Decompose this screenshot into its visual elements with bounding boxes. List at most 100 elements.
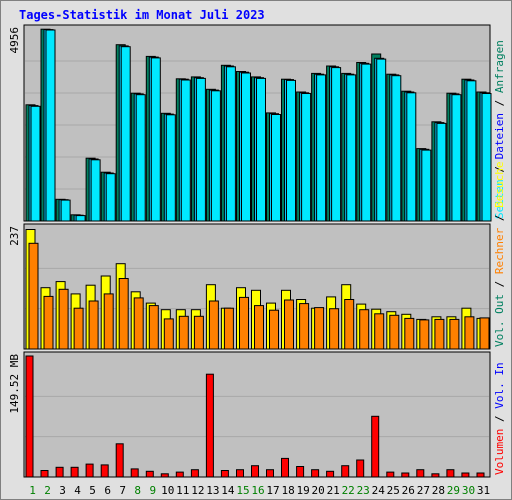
- bar-rechner-day-24: Rechner 24: 69: [374, 313, 385, 350]
- bar-volumen-day-28: Volumen 28: 4: [431, 473, 440, 478]
- chart-title: Tages-Statistik im Monat Juli 2023: [19, 8, 265, 22]
- bar-rechner-day-31: Rechner 31: 61: [479, 317, 490, 350]
- x-tick-label-10: 10: [161, 484, 174, 497]
- bar-rechner-day-30: Rechner 30: 63: [464, 316, 475, 350]
- bar-rechner-day-29: Rechner 29: 58: [449, 318, 460, 350]
- bar-seiten-day-24: Seiten 24: 4180: [376, 58, 387, 222]
- bar-volumen-day-10: Volumen 10: 4: [160, 473, 169, 478]
- bar-volumen-day-29: Volumen 29: 9: [446, 469, 455, 478]
- bar-seiten-day-22: Seiten 22: 3770: [346, 74, 357, 222]
- bar-rechner-day-19: Rechner 19: 89: [299, 303, 310, 350]
- bar-seiten-day-9: Seiten 9: 4210: [150, 57, 161, 222]
- legend-item-dateien: Dateien: [493, 113, 506, 159]
- legend-item-besuche: Besuche: [493, 162, 506, 208]
- x-tick-label-30: 30: [462, 484, 475, 497]
- legend-separator: /: [493, 93, 506, 113]
- y-axis-max-label: 237: [8, 226, 21, 246]
- x-tick-label-27: 27: [417, 484, 430, 497]
- bar-volumen-day-31: Volumen 31: 5: [476, 472, 485, 478]
- bar-volumen-day-6: Volumen 6: 15: [100, 464, 109, 478]
- bar-seiten-day-14: Seiten 14: 3980: [225, 66, 236, 222]
- legend-item-volin: Vol. In: [493, 362, 506, 408]
- legend-item-anfragen: Anfragen: [493, 40, 506, 93]
- bar-seiten-day-17: Seiten 17: 2750: [271, 114, 281, 222]
- x-tick-label-4: 4: [74, 484, 81, 497]
- bar-rechner-day-9: Rechner 9: 85: [148, 305, 159, 350]
- x-tick-label-29: 29: [447, 484, 460, 497]
- x-tick-label-6: 6: [104, 484, 111, 497]
- bar-seiten-day-7: Seiten 7: 4500: [120, 46, 131, 222]
- x-tick-label-31: 31: [477, 484, 490, 497]
- bar-rechner-day-21: Rechner 21: 79: [329, 308, 340, 350]
- y-axis-max-label: 4956: [8, 27, 21, 54]
- legend-separator: /: [493, 208, 506, 228]
- bar-volumen-day-11: Volumen 11: 6: [175, 471, 184, 478]
- bar-seiten-day-29: Seiten 29: 3260: [451, 94, 462, 222]
- bar-volumen-day-18: Volumen 18: 23: [281, 457, 289, 478]
- bar-volumen-day-22: Volumen 22: 14: [341, 465, 350, 478]
- bar-seiten-day-15: Seiten 15: 3820: [241, 72, 251, 222]
- bar-rechner-day-14: Rechner 14: 80: [223, 307, 234, 350]
- x-tick-label-2: 2: [44, 484, 51, 497]
- legend-separator: /: [493, 159, 506, 179]
- x-tick-label-20: 20: [311, 484, 324, 497]
- bar-seiten-day-8: Seiten 8: 3260: [135, 94, 146, 222]
- x-tick-label-18: 18: [281, 484, 294, 497]
- x-tick-label-16: 16: [251, 484, 264, 497]
- bar-volumen-day-20: Volumen 20: 9: [311, 469, 320, 478]
- legend-item-rechner: Rechner: [493, 227, 506, 274]
- legend-separator: /: [493, 409, 506, 429]
- x-tick-label-15: 15: [236, 484, 249, 497]
- x-tick-label-24: 24: [372, 484, 386, 497]
- bar-volumen-day-15: Volumen 15: 9: [236, 469, 244, 478]
- bar-seiten-day-19: Seiten 19: 3290: [301, 93, 312, 222]
- x-tick-label-14: 14: [221, 484, 235, 497]
- bar-rechner-day-13: Rechner 13: 94: [208, 300, 219, 350]
- x-tick-label-22: 22: [342, 484, 355, 497]
- legend-item-seiten: Seiten: [493, 179, 506, 219]
- bar-seiten-day-1: Seiten 1: 2960: [30, 105, 41, 222]
- x-tick-label-3: 3: [59, 484, 66, 497]
- bar-seiten-day-21: Seiten 21: 3960: [331, 67, 342, 222]
- bar-volumen-day-14: Volumen 14: 8: [220, 470, 229, 478]
- bar-volumen-day-9: Volumen 9: 7: [145, 470, 154, 478]
- bar-rechner-day-15: Rechner 15: 101: [239, 296, 249, 350]
- legend-middle: Vol. Out / Rechner / Besuche: [493, 162, 506, 347]
- x-tick-label-28: 28: [432, 484, 445, 497]
- bar-seiten-day-27: Seiten 27: 1830: [421, 149, 432, 222]
- bar-rechner-day-5: Rechner 5: 94: [88, 300, 99, 350]
- x-tick-label-21: 21: [327, 484, 340, 497]
- bar-volumen-day-7: Volumen 7: 41: [115, 443, 124, 478]
- bar-volumen-day-23: Volumen 23: 21: [356, 459, 365, 478]
- bar-volumen-day-19: Volumen 19: 13: [296, 466, 305, 478]
- bar-rechner-day-4: Rechner 4: 80: [73, 307, 84, 350]
- bar-seiten-day-3: Seiten 3: 540: [60, 199, 71, 222]
- x-tick-label-19: 19: [296, 484, 309, 497]
- bar-seiten-day-26: Seiten 26: 3310: [406, 92, 417, 222]
- x-tick-label-9: 9: [149, 484, 156, 497]
- bar-rechner-day-27: Rechner 27: 57: [419, 319, 430, 350]
- bar-seiten-day-20: Seiten 20: 3770: [316, 74, 327, 222]
- bar-rechner-day-7: Rechner 7: 138: [118, 278, 129, 350]
- bar-rechner-day-28: Rechner 28: 58: [434, 318, 445, 350]
- plot-area-bottom: [23, 351, 491, 478]
- bar-volumen-day-4: Volumen 4: 12: [70, 466, 79, 478]
- bar-volumen-day-30: Volumen 30: 5: [461, 472, 470, 478]
- bar-seiten-day-5: Seiten 5: 1580: [90, 159, 101, 222]
- panel-bottom: 149.52 MB Volumen 1: 149.5 Volumen 2: 8 Vol…: [8, 351, 491, 478]
- x-tick-label-7: 7: [119, 484, 126, 497]
- bar-seiten-day-13: Seiten 13: 3360: [210, 90, 221, 222]
- bar-rechner-day-6: Rechner 6: 108: [103, 293, 114, 350]
- bar-seiten-day-28: Seiten 28: 2520: [436, 122, 447, 222]
- bar-seiten-day-16: Seiten 16: 3680: [256, 77, 266, 222]
- x-tick-label-25: 25: [387, 484, 400, 497]
- bar-rechner-day-25: Rechner 25: 66: [389, 314, 400, 350]
- bar-rechner-day-26: Rechner 26: 60: [404, 317, 415, 350]
- bar-volumen-day-24: Volumen 24: 75: [371, 415, 380, 478]
- bar-seiten-day-11: Seiten 11: 3640: [180, 79, 191, 222]
- bar-seiten-day-25: Seiten 25: 3750: [391, 75, 402, 222]
- bar-rechner-day-22: Rechner 22: 97: [344, 299, 355, 350]
- bar-rechner-day-12: Rechner 12: 64: [193, 315, 204, 350]
- legend-item-volumen: Volumen: [493, 429, 506, 475]
